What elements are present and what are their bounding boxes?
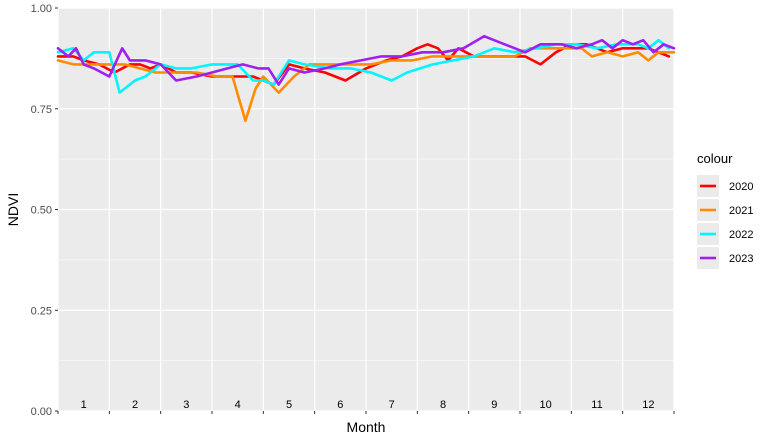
- month-label: 12: [642, 399, 654, 411]
- series-line-2023: [56, 34, 676, 86]
- x-axis-title: Month: [347, 419, 386, 435]
- month-label: 3: [183, 399, 189, 411]
- y-tick-label: 0.75: [31, 104, 52, 116]
- month-label: 1: [81, 399, 87, 411]
- legend: colour 2020 2021 2022 2023: [697, 151, 753, 269]
- legend-label: 2020: [729, 181, 753, 193]
- series-lines: [56, 34, 676, 123]
- series-line-2022: [56, 38, 671, 94]
- legend-label: 2021: [729, 205, 753, 217]
- axes: 0.00 0.25 0.50 0.75 1.00 Month NDVI: [5, 3, 675, 435]
- y-tick-label: 0.25: [31, 305, 52, 317]
- month-label: 4: [235, 399, 241, 411]
- month-label: 5: [286, 399, 292, 411]
- month-label: 6: [337, 399, 343, 411]
- legend-label: 2022: [729, 229, 753, 241]
- month-label: 2: [132, 399, 138, 411]
- month-label: 10: [540, 399, 552, 411]
- month-labels: 1 2 3 4 5 6 7 8 9 10 11 12: [81, 399, 655, 411]
- y-tick-label: 0.50: [31, 205, 52, 217]
- series-line-2021: [56, 46, 676, 123]
- month-label: 7: [389, 399, 395, 411]
- y-tick-label: 0.00: [31, 406, 52, 418]
- y-tick-label: 1.00: [31, 3, 52, 15]
- month-label: 11: [591, 399, 602, 411]
- legend-title: colour: [697, 151, 733, 166]
- month-label: 9: [491, 399, 497, 411]
- month-label: 8: [440, 399, 446, 411]
- y-axis-title: NDVI: [5, 193, 21, 226]
- legend-label: 2023: [729, 253, 753, 265]
